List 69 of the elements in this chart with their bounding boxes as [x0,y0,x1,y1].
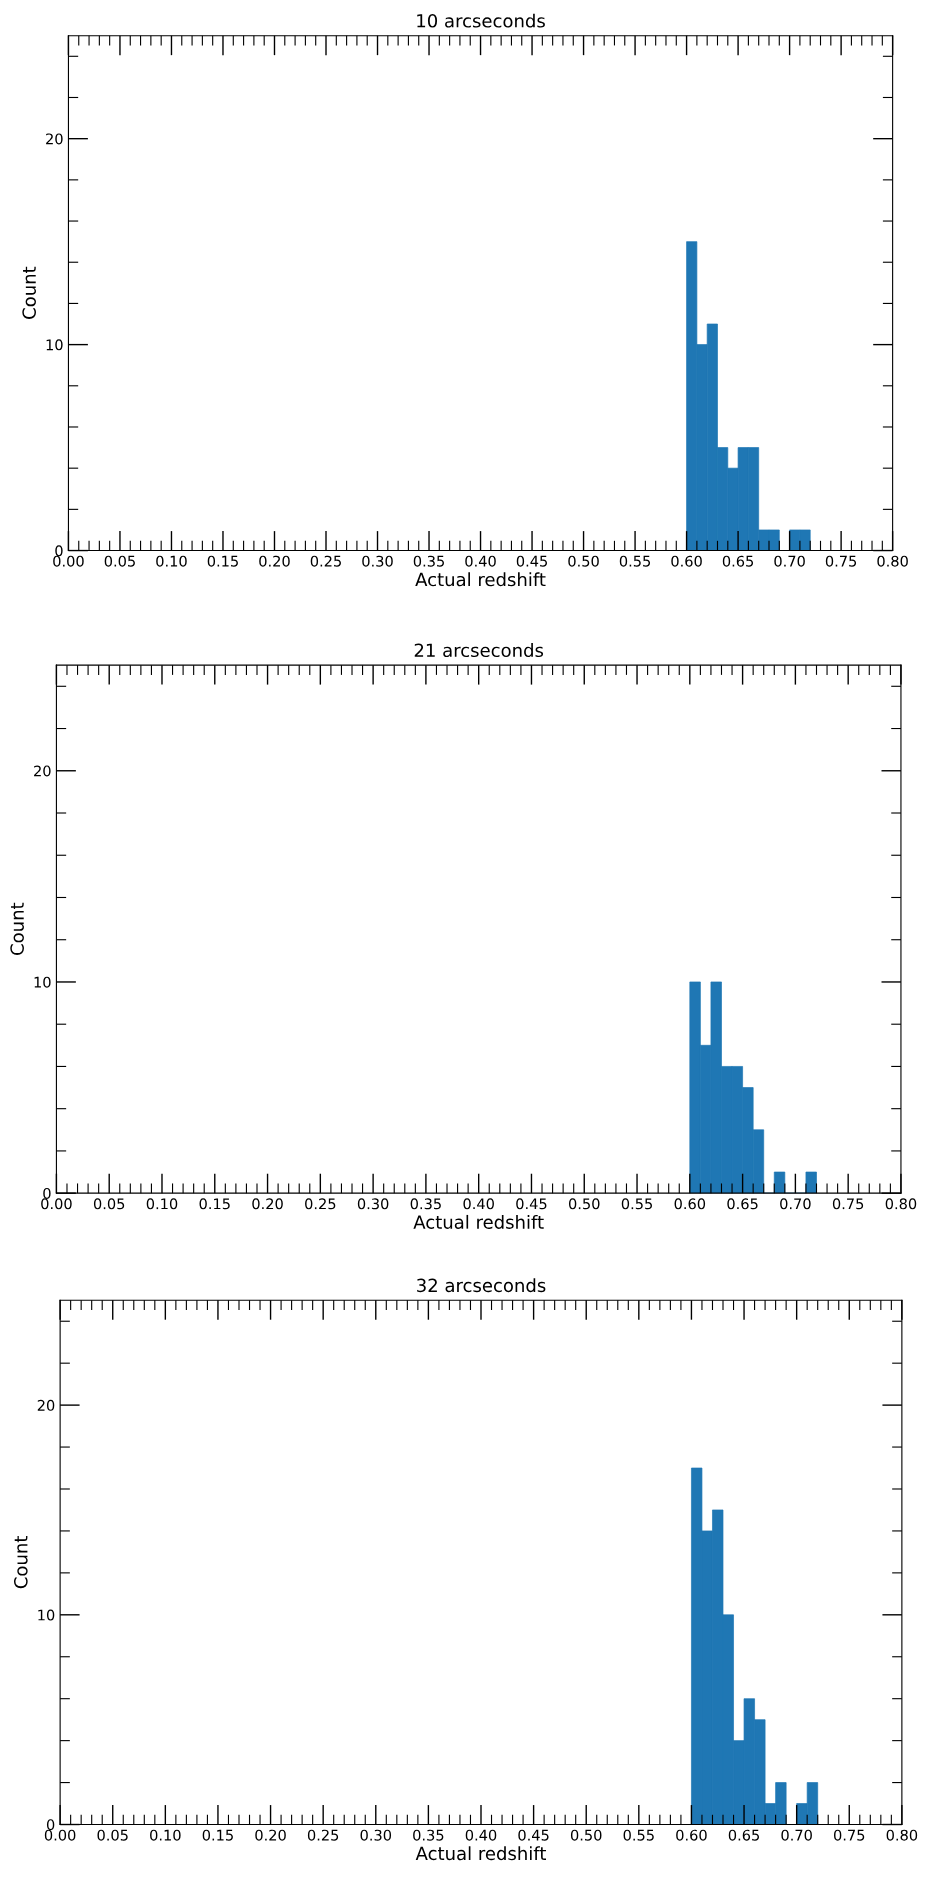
y-tick-label: 0 [43,1187,51,1199]
x-tick-label: 0.65 [722,555,754,567]
x-tick-label: 0.15 [207,555,238,567]
x-tick-label: 0.50 [568,1198,600,1210]
x-axis-title: Actual redshift [413,1214,544,1229]
x-tick-label: 0.20 [252,1198,283,1210]
x-tick-label: 0.00 [44,1829,76,1841]
x-tick-label: 0.10 [150,1829,181,1841]
x-tick-label: 0.45 [516,1198,547,1210]
y-tick-label: 10 [38,1609,55,1621]
x-tick-label: 0.65 [727,1198,758,1210]
y-tick-label: 0 [46,1819,55,1831]
x-tick-label: 0.50 [570,1829,602,1841]
y-tick-label: 20 [34,765,51,777]
y-tick-label: 10 [46,339,63,351]
x-tick-label: 0.40 [465,555,496,567]
x-tick-label: 0.80 [886,1829,918,1841]
x-tick-label: 0.75 [833,1829,865,1841]
x-tick-label: 0.10 [156,555,187,567]
x-tick-label: 0.75 [832,1198,864,1210]
x-tick-label: 0.15 [202,1829,233,1841]
x-tick-label: 0.40 [463,1198,494,1210]
x-tick-label: 0.20 [255,1829,286,1841]
x-tick-label: 0.55 [621,1198,652,1210]
x-tick-label: 0.10 [146,1198,178,1210]
x-axis-title: Actual redshift [415,572,546,587]
x-tick-label: 0.05 [97,1829,128,1841]
x-tick-label: 0.70 [780,1198,811,1210]
x-tick-label: 0.25 [305,1198,336,1210]
x-tick-label: 0.70 [781,1829,812,1841]
x-tick-label: 0.45 [516,555,548,567]
x-tick-label: 0.05 [93,1198,125,1210]
y-tick-label: 10 [34,976,51,988]
y-tick-label: 20 [46,133,63,145]
chart-title: 10 arcseconds [417,13,545,28]
y-tick-label: 0 [55,545,63,557]
x-tick-label: 0.40 [465,1829,497,1841]
x-tick-label: 0.20 [259,555,290,567]
x-tick-label: 0.70 [774,555,805,567]
x-tick-label: 0.25 [310,555,341,567]
x-tick-label: 0.35 [413,1829,444,1841]
x-tick-label: 0.00 [53,555,84,567]
y-axis-title: Count [10,902,24,955]
y-axis-title: Count [14,1536,28,1589]
x-tick-label: 0.55 [623,1829,654,1841]
x-tick-label: 0.55 [619,555,651,567]
x-tick-label: 0.60 [671,555,702,567]
x-tick-label: 0.25 [307,1829,339,1841]
x-tick-label: 0.00 [41,1198,72,1210]
x-tick-label: 0.50 [568,555,599,567]
x-tick-label: 0.15 [199,1198,230,1210]
x-tick-label: 0.80 [877,555,908,567]
chart-title: 32 arcseconds [417,1278,546,1293]
x-tick-label: 0.45 [518,1829,549,1841]
x-tick-label: 0.30 [360,1829,392,1841]
x-axis-title: Actual redshift [415,1846,547,1861]
x-tick-label: 0.75 [825,555,857,567]
x-tick-label: 0.05 [104,555,135,567]
x-tick-label: 0.80 [885,1198,917,1210]
x-tick-label: 0.30 [362,555,393,567]
x-tick-label: 0.60 [676,1829,707,1841]
x-tick-label: 0.60 [674,1198,706,1210]
x-tick-label: 0.30 [357,1198,389,1210]
chart-title: 21 arcseconds [414,643,544,658]
x-tick-label: 0.65 [728,1829,760,1841]
x-tick-label: 0.35 [410,1198,441,1210]
y-tick-label: 20 [37,1399,55,1411]
y-axis-title: Count [22,266,36,319]
x-tick-label: 0.35 [413,555,444,567]
